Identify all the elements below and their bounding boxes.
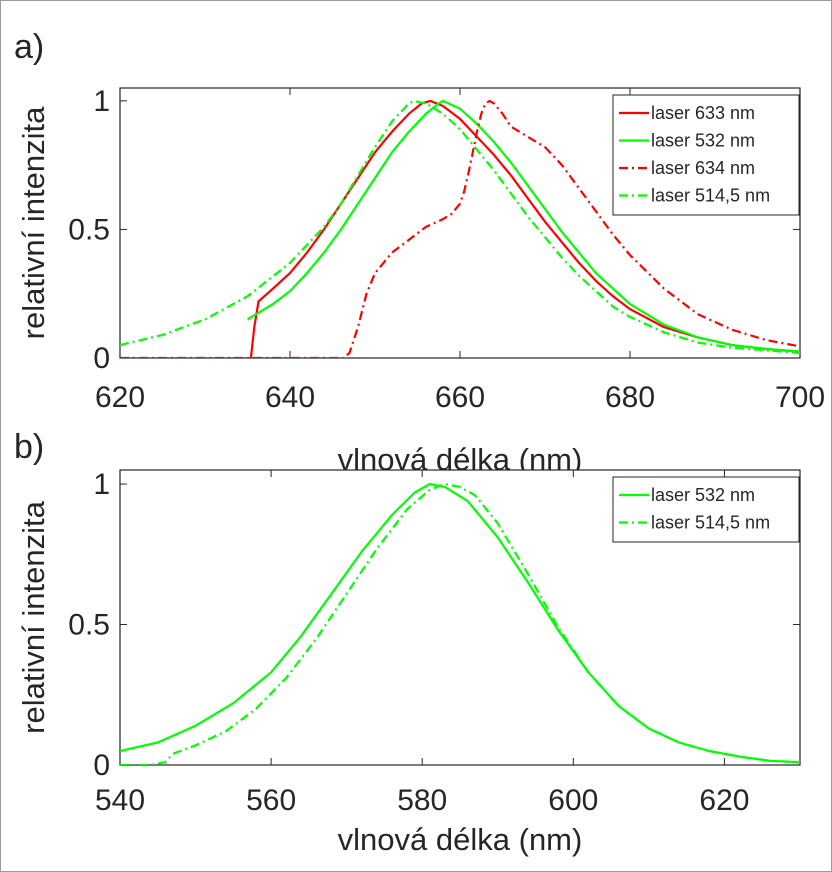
y-tick-label: 0.5 (68, 609, 110, 642)
legend-entry: laser 634 nm (651, 158, 755, 178)
x-tick-label: 680 (605, 381, 655, 414)
y-tick-label: 1 (93, 85, 110, 118)
x-tick-label: 580 (397, 784, 447, 817)
x-axis-label: vlnová délka (nm) (338, 822, 583, 857)
legend-entry: laser 514,5 nm (651, 186, 770, 206)
series-line-1 (249, 99, 800, 358)
legend-entry: laser 514,5 nm (651, 513, 770, 533)
panel-label: a) (14, 28, 44, 66)
y-tick-label: 0 (93, 749, 110, 782)
series-line-1 (120, 482, 800, 764)
x-tick-label: 600 (548, 784, 598, 817)
legend-box (612, 476, 800, 543)
panel-b: 540 560 580 600 620 0 0.5 1 vlnová délka (nm) rel… (14, 428, 801, 857)
y-tick-label: 1 (93, 468, 110, 501)
legend-entry: laser 532 nm (651, 485, 755, 505)
series-line-3 (120, 99, 800, 358)
y-tick-label: 0.5 (68, 213, 110, 246)
legend-entry: laser 633 nm (651, 103, 755, 123)
panel-label: b) (14, 428, 44, 466)
y-axis-label: relativní intenzita (16, 500, 51, 733)
x-tick-label: 620 (699, 784, 749, 817)
legend-entry: laser 532 nm (651, 131, 755, 151)
legend: laser 633 nm laser 532 nm laser 634 nm lase… (612, 94, 800, 216)
x-tick-label: 660 (435, 381, 485, 414)
y-tick-label: 0 (93, 342, 110, 375)
x-tick-label: 540 (95, 784, 145, 817)
x-tick-label: 640 (265, 381, 315, 414)
x-tick-label: 620 (95, 381, 145, 414)
y-axis-label: relativní intenzita (16, 106, 51, 339)
x-tick-label: 560 (246, 784, 296, 817)
x-tick-label: 700 (775, 381, 825, 414)
series-line-2 (246, 99, 800, 353)
series-line-4 (120, 99, 800, 354)
legend: laser 532 nm laser 514,5 nm (612, 476, 800, 543)
